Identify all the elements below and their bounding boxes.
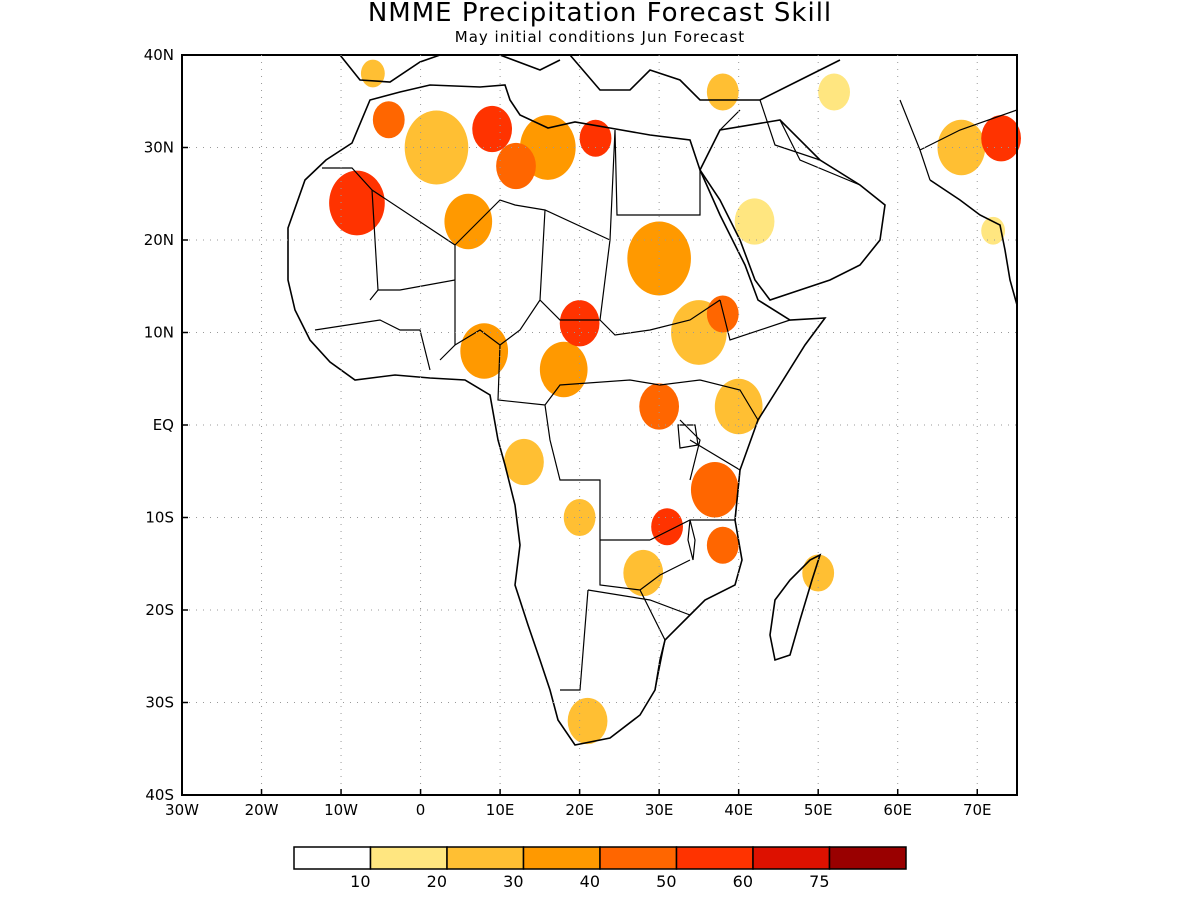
colorbar-swatch bbox=[446, 846, 525, 870]
skill-region bbox=[734, 198, 775, 245]
skill-region bbox=[690, 462, 739, 518]
y-tick-label: 30S bbox=[145, 694, 174, 712]
x-tick-label: 60E bbox=[883, 801, 912, 819]
y-tick-label: EQ bbox=[153, 416, 174, 434]
skill-region bbox=[496, 142, 536, 190]
colorbar-label: 30 bbox=[503, 872, 523, 891]
colorbar-label: 50 bbox=[656, 872, 676, 891]
skill-region bbox=[579, 119, 612, 157]
x-tick-label: 30W bbox=[165, 801, 199, 819]
y-axis-ticks: 40N 30N 20N 10N EQ 10S 20S 30S 40S bbox=[144, 46, 188, 804]
skill-region bbox=[360, 59, 385, 88]
skill-region bbox=[444, 193, 493, 250]
colorbar-swatch bbox=[369, 846, 448, 870]
colorbar-swatch bbox=[675, 846, 754, 870]
colorbar-label: 40 bbox=[580, 872, 600, 891]
india-coastline bbox=[929, 179, 1018, 306]
colorbar-label: 20 bbox=[427, 872, 447, 891]
skill-region bbox=[651, 508, 683, 546]
x-tick-label: 70E bbox=[963, 801, 992, 819]
x-tick-label: 30E bbox=[645, 801, 674, 819]
border-layer bbox=[314, 99, 1018, 691]
x-tick-label: 40E bbox=[724, 801, 753, 819]
skill-region bbox=[539, 341, 588, 398]
coastline-layer bbox=[287, 54, 1018, 746]
y-tick-label: 10N bbox=[144, 324, 174, 342]
skill-region bbox=[639, 383, 680, 430]
colorbar: 10 20 30 40 50 60 75 bbox=[293, 846, 907, 891]
skill-region bbox=[460, 323, 509, 379]
skill-region bbox=[981, 115, 1021, 162]
x-tick-label: 50E bbox=[804, 801, 833, 819]
map-title: NMME Precipitation Forecast Skill bbox=[367, 0, 833, 28]
skill-region bbox=[504, 438, 544, 486]
skill-region bbox=[706, 295, 739, 333]
x-axis-ticks: 30W 20W 10W 0 10E 20E 30E 40E 50E 60E 70E bbox=[165, 789, 992, 819]
colorbar-swatch bbox=[828, 846, 907, 870]
country-borders bbox=[314, 99, 1018, 691]
skill-region bbox=[329, 170, 385, 236]
y-tick-label: 30N bbox=[144, 139, 174, 157]
lake-malawi bbox=[687, 519, 696, 561]
skill-region bbox=[559, 300, 600, 347]
y-tick-label: 40N bbox=[144, 46, 174, 64]
skill-region bbox=[567, 697, 608, 745]
africa-coastline bbox=[287, 84, 827, 746]
y-tick-label: 20S bbox=[145, 601, 174, 619]
plot-frame bbox=[181, 54, 1018, 796]
skill-fill-layer bbox=[329, 59, 1021, 745]
y-tick-label: 20N bbox=[144, 231, 174, 249]
colorbar-label: 75 bbox=[809, 872, 829, 891]
skill-region bbox=[818, 73, 850, 111]
madagascar-coastline bbox=[769, 553, 822, 662]
colorbar-swatch bbox=[522, 846, 601, 870]
y-tick-label: 40S bbox=[145, 786, 174, 804]
skill-region bbox=[706, 526, 739, 564]
colorbar-label: 10 bbox=[350, 872, 370, 891]
skill-region bbox=[937, 119, 986, 176]
skill-region bbox=[623, 549, 664, 597]
x-tick-label: 20W bbox=[245, 801, 279, 819]
map-subtitle: May initial conditions Jun Forecast bbox=[454, 28, 746, 46]
x-tick-label: 10E bbox=[486, 801, 515, 819]
arabia-coastline bbox=[699, 119, 886, 301]
colorbar-swatch bbox=[599, 846, 678, 870]
x-tick-label: 20E bbox=[565, 801, 594, 819]
skill-region bbox=[404, 110, 469, 185]
colorbar-swatch bbox=[293, 846, 372, 870]
europe-coastline bbox=[339, 54, 841, 101]
skill-region bbox=[472, 105, 513, 153]
x-tick-label: 0 bbox=[416, 801, 426, 819]
colorbar-swatch bbox=[752, 846, 831, 870]
skill-region bbox=[706, 73, 739, 111]
x-tick-label: 10W bbox=[324, 801, 358, 819]
lake-victoria bbox=[677, 424, 699, 449]
skill-region bbox=[372, 101, 405, 139]
y-tick-label: 10S bbox=[145, 509, 174, 527]
colorbar-label: 60 bbox=[733, 872, 753, 891]
grid-layer bbox=[182, 55, 1017, 795]
skill-region bbox=[714, 378, 763, 435]
